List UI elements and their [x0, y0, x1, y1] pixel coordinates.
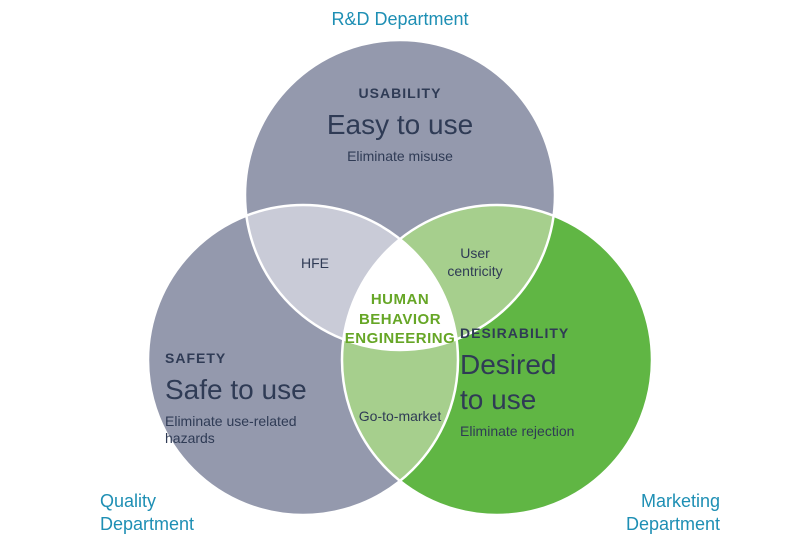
intersect-user-centricity: Usercentricity [430, 245, 520, 280]
venn-svg [0, 0, 800, 550]
region-safety: SAFETY Safe to use Eliminate use-related… [165, 350, 365, 448]
desirability-heading: DESIRABILITY [460, 325, 660, 343]
usability-big: Easy to use [300, 107, 500, 142]
dept-top: R&D Department [300, 8, 500, 31]
desirability-big: Desiredto use [460, 347, 660, 417]
dept-bottom-left: QualityDepartment [100, 490, 260, 535]
desirability-sub: Eliminate rejection [460, 423, 660, 441]
usability-sub: Eliminate misuse [300, 148, 500, 166]
intersect-go-to-market: Go-to-market [345, 408, 455, 426]
center-label: HUMANBEHAVIORENGINEERING [330, 290, 470, 349]
venn-diagram: R&D Department QualityDepartment Marketi… [0, 0, 800, 550]
safety-heading: SAFETY [165, 350, 365, 368]
dept-bottom-right: MarketingDepartment [560, 490, 720, 535]
usability-heading: USABILITY [300, 85, 500, 103]
region-usability: USABILITY Easy to use Eliminate misuse [300, 85, 500, 165]
safety-sub: Eliminate use-relatedhazards [165, 413, 365, 448]
intersect-hfe: HFE [275, 255, 355, 273]
safety-big: Safe to use [165, 372, 365, 407]
region-desirability: DESIRABILITY Desiredto use Eliminate rej… [460, 325, 660, 440]
